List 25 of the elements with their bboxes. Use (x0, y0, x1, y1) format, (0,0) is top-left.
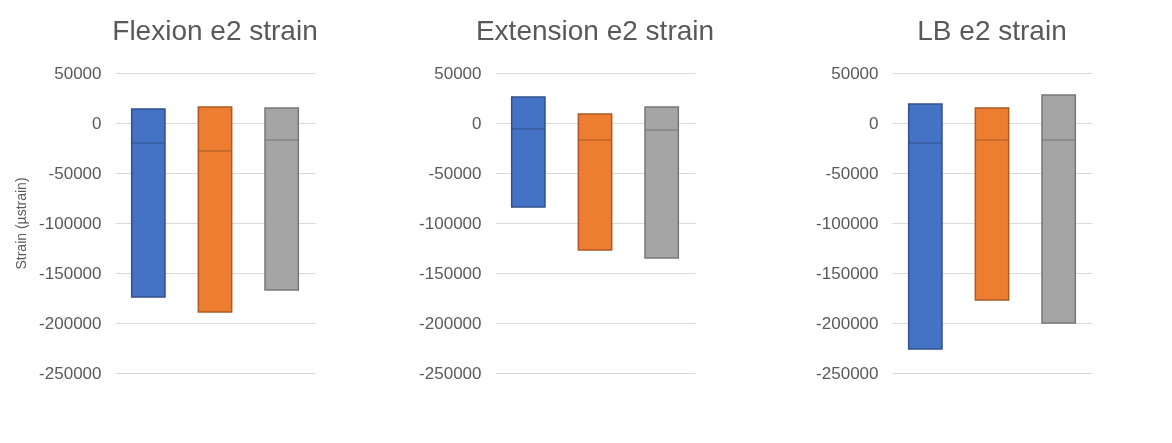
y-tick-label: -100000 (39, 213, 102, 233)
y-tick-label: -150000 (816, 263, 879, 283)
y-tick-label: -250000 (39, 363, 102, 383)
y-tick-label: -50000 (825, 163, 879, 183)
y-tick-label: 0 (472, 113, 482, 133)
y-tick-label: -150000 (419, 263, 482, 283)
y-tick-label: -250000 (419, 363, 482, 383)
y-tick-label: 50000 (831, 63, 879, 83)
y-tick-label: -50000 (48, 163, 102, 183)
y-axis-title: Strain (µstrain) (13, 177, 30, 270)
y-tick-label: 0 (92, 113, 102, 133)
y-tick-label: 50000 (54, 63, 102, 83)
y-tick-label: 50000 (434, 63, 482, 83)
y-tick-label: -50000 (428, 163, 482, 183)
y-tick-label: -200000 (419, 313, 482, 333)
y-tick-label: -100000 (816, 213, 879, 233)
y-tick-label: 0 (869, 113, 879, 133)
y-tick-label: -100000 (419, 213, 482, 233)
chart-title: Extension e2 strain (475, 15, 715, 46)
y-tick-label: -150000 (39, 263, 102, 283)
y-tick-label: -200000 (39, 313, 102, 333)
chart-title: LB e2 strain (917, 15, 1067, 46)
y-tick-label: -200000 (816, 313, 879, 333)
chart-title: Flexion e2 strain (112, 15, 318, 46)
y-tick-label: -250000 (816, 363, 879, 383)
